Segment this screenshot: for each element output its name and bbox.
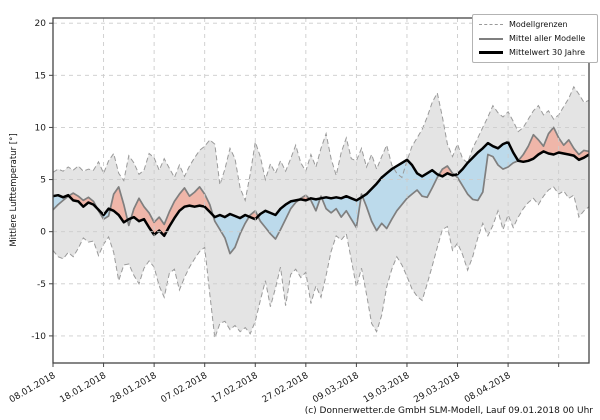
y-axis-label: Mittlere Lufttemperatur [°] [9, 133, 19, 247]
legend-item-mittelwert-30-jahre: Mittelwert 30 Jahre [479, 47, 591, 58]
svg-text:-5: -5 [37, 280, 46, 290]
legend-box: Modellgrenzen Mittel aller Modelle Mitte… [472, 14, 598, 63]
legend-item-mittel-aller-modelle: Mittel aller Modelle [479, 33, 591, 44]
black-line-swatch-icon [479, 51, 503, 54]
svg-text:-10: -10 [31, 332, 46, 342]
legend-label: Modellgrenzen [509, 20, 568, 29]
svg-text:15: 15 [35, 71, 46, 81]
legend-label: Mittel aller Modelle [509, 34, 586, 43]
svg-text:5: 5 [40, 176, 46, 186]
copyright-caption: (c) Donnerwetter.de GmbH SLM-Modell, Lau… [304, 406, 593, 416]
dashed-line-swatch-icon [479, 24, 503, 25]
svg-text:0: 0 [40, 228, 46, 238]
legend-item-modellgrenzen: Modellgrenzen [479, 19, 591, 30]
svg-text:20: 20 [35, 19, 47, 29]
gray-line-swatch-icon [479, 37, 503, 40]
legend-label: Mittelwert 30 Jahre [509, 48, 586, 57]
svg-text:10: 10 [35, 123, 47, 133]
